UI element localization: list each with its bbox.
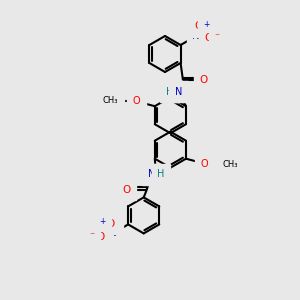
Text: CH₃: CH₃ xyxy=(223,160,238,169)
Text: N: N xyxy=(175,87,182,97)
Text: O: O xyxy=(201,159,208,169)
Text: +: + xyxy=(203,20,210,29)
Text: H: H xyxy=(166,87,173,97)
Text: O: O xyxy=(205,33,213,43)
Text: ⁻: ⁻ xyxy=(89,231,94,241)
Text: ⁻: ⁻ xyxy=(214,32,220,43)
Text: N: N xyxy=(148,169,155,179)
Text: O: O xyxy=(122,185,130,195)
Text: O: O xyxy=(132,96,140,106)
Text: +: + xyxy=(99,218,106,226)
Text: O: O xyxy=(199,75,208,85)
Text: O: O xyxy=(106,219,115,229)
Text: CH₃: CH₃ xyxy=(103,96,118,105)
Text: N: N xyxy=(192,31,200,41)
Text: H: H xyxy=(157,169,165,179)
Text: N: N xyxy=(109,228,117,239)
Text: O: O xyxy=(194,21,203,32)
Text: O: O xyxy=(96,232,105,242)
